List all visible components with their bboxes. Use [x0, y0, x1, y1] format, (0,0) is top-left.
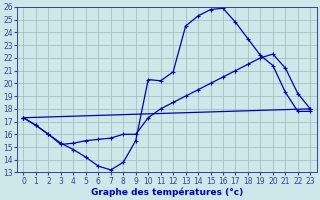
X-axis label: Graphe des températures (°c): Graphe des températures (°c): [91, 187, 243, 197]
